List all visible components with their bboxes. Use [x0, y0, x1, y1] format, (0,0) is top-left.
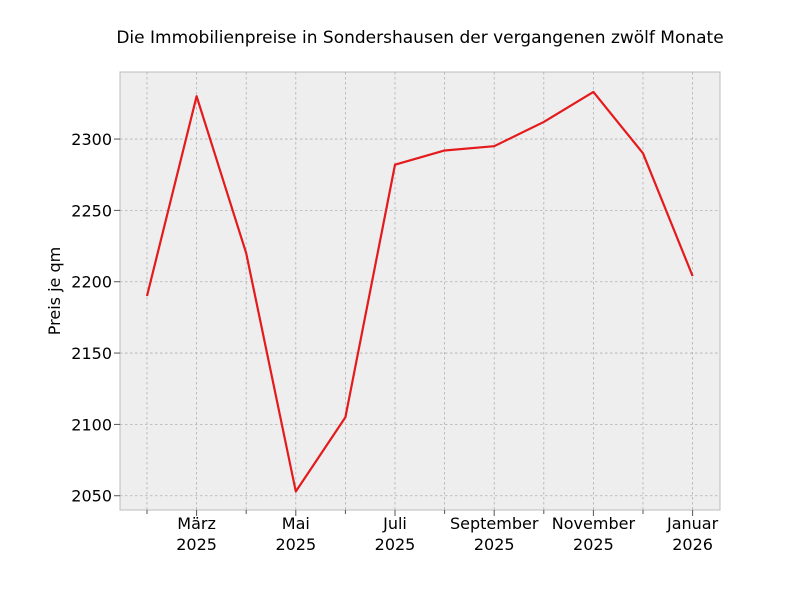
y-tick-label: 2250: [71, 201, 112, 220]
series-line: [145, 90, 694, 493]
axis-ticks: März 2025 Mai 2025 Juli 2025 September 2025 Nove…: [71, 130, 718, 554]
y-tick-label: 2050: [71, 487, 112, 506]
series-layer: [145, 90, 694, 493]
x-tick-label: November: [552, 514, 636, 533]
x-tick-year-label: 2025: [474, 535, 515, 554]
x-tick-label: September: [450, 514, 539, 533]
x-tick-label: Juli: [382, 514, 407, 533]
grid: [120, 72, 720, 510]
x-tick-year-label: 2025: [275, 535, 316, 554]
x-tick-year-label: 2025: [375, 535, 416, 554]
x-tick-year-label: 2025: [573, 535, 614, 554]
y-axis-label: Preis je qm: [45, 247, 64, 335]
x-tick-label: Januar: [666, 514, 719, 533]
y-tick-label: 2150: [71, 344, 112, 363]
chart-title: Die Immobilienpreise in Sondershausen de…: [116, 28, 723, 48]
y-tick-label: 2100: [71, 415, 112, 434]
y-tick-label: 2300: [71, 130, 112, 149]
x-tick-year-label: 2025: [176, 535, 217, 554]
plot-area: [119, 71, 721, 511]
x-tick-year-label: 2026: [672, 535, 713, 554]
x-tick-label: März: [177, 514, 216, 533]
y-tick-label: 2200: [71, 273, 112, 292]
x-tick-label: Mai: [282, 514, 310, 533]
